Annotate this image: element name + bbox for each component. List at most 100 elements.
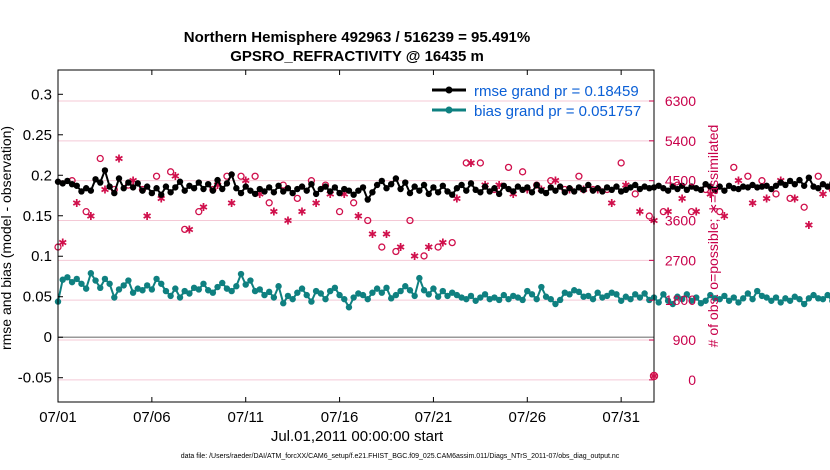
- rmse-point: [92, 176, 99, 183]
- bias-point: [627, 295, 634, 303]
- rmse-point: [312, 190, 320, 198]
- rmse-point: [392, 175, 400, 182]
- assimilated-obs-marker: ✱: [58, 237, 67, 250]
- bias-point: [78, 280, 85, 287]
- assimilated-obs-marker: ✱: [410, 250, 419, 263]
- rmse-point: [275, 182, 282, 189]
- rmse-point: [209, 187, 217, 194]
- bias-point: [786, 297, 794, 304]
- assimilated-obs-marker: ✱: [621, 179, 630, 192]
- rmse-point: [134, 180, 141, 187]
- rmse-point: [477, 189, 484, 196]
- bias-point: [383, 284, 390, 292]
- bias-point: [791, 293, 798, 300]
- rmse-point: [538, 187, 545, 194]
- assimilated-obs-marker: ✱: [86, 210, 95, 223]
- rmse-point: [125, 179, 132, 186]
- bias-point: [824, 291, 830, 299]
- left-y-axis-label: rmse and bias (model - observation): [0, 126, 14, 350]
- possible-obs-marker: [350, 199, 358, 207]
- bias-point: [359, 291, 367, 299]
- rmse-point: [153, 185, 160, 192]
- bias-point: [280, 300, 287, 307]
- zero-obs-assimilated-marker: ✱: [649, 370, 658, 383]
- rmse-point: [214, 176, 221, 184]
- rmse-point: [805, 174, 813, 181]
- right-tick-label: 1800: [665, 292, 696, 308]
- bias-point: [364, 295, 371, 303]
- left-tick-label: -0.05: [18, 370, 52, 387]
- rmse-point: [603, 184, 611, 191]
- possible-obs-marker: [814, 172, 822, 180]
- x-axis-label: Jul.01,2011 00:00:00 start: [271, 428, 444, 445]
- bias-point: [552, 300, 559, 308]
- possible-obs-marker: [518, 168, 527, 176]
- bias-point: [477, 294, 484, 301]
- bias-point: [566, 291, 573, 298]
- assimilated-obs-marker: ✱: [818, 188, 827, 201]
- assimilated-obs-marker: ✱: [199, 201, 208, 214]
- rmse-point: [608, 186, 615, 194]
- rmse-point: [284, 185, 292, 192]
- rmse-point: [294, 185, 301, 193]
- assimilated-obs-marker: ✱: [748, 197, 757, 210]
- bias-point: [716, 295, 723, 303]
- rmse-point: [120, 185, 127, 192]
- possible-obs-marker: [152, 172, 161, 180]
- bias-point: [223, 285, 231, 292]
- rmse-point: [172, 184, 179, 191]
- assimilated-obs-marker: ✱: [706, 188, 715, 201]
- bias-point: [547, 295, 554, 303]
- rmse-point: [594, 185, 601, 192]
- bias-point: [303, 291, 310, 299]
- rmse-point: [772, 182, 780, 189]
- rmse-point: [725, 182, 733, 189]
- bias-point: [289, 295, 296, 303]
- x-tick-label: 07/31: [602, 409, 640, 426]
- rmse-point: [59, 180, 66, 187]
- assimilated-obs-marker: ✱: [128, 175, 137, 188]
- bias-point: [819, 295, 827, 303]
- right-tick-label: 5400: [665, 133, 696, 149]
- bias-point: [247, 277, 254, 284]
- bias-point: [693, 294, 700, 301]
- bias-point: [82, 285, 90, 292]
- rmse-point: [190, 185, 198, 192]
- bias-point: [139, 287, 146, 294]
- rmse-point: [702, 180, 709, 188]
- rmse-point: [552, 187, 559, 194]
- rmse-point: [270, 189, 278, 196]
- x-axis-ticks: 07/01 07/06 07/11 07/16 07/21 07/26 07/31: [39, 70, 640, 426]
- rmse-point: [82, 185, 90, 192]
- rmse-point: [402, 179, 409, 186]
- possible-obs-marker: [420, 252, 428, 260]
- rmse-point: [533, 181, 540, 189]
- rmse-point: [265, 184, 273, 191]
- rmse-point: [280, 188, 287, 195]
- bias-point: [636, 294, 644, 301]
- bias-point: [467, 292, 475, 300]
- rmse-point: [345, 187, 353, 194]
- bias-point: [284, 292, 292, 300]
- possible-obs-marker: [772, 190, 780, 198]
- bias-point: [613, 291, 620, 298]
- rmse-series: [54, 167, 830, 203]
- bias-point: [312, 287, 320, 295]
- chart-title-line1: Northern Hemisphere 492963 / 516239 = 95…: [184, 29, 530, 46]
- rmse-point: [204, 180, 212, 188]
- rmse-point: [486, 188, 493, 195]
- assimilated-obs-marker: ✱: [354, 210, 363, 223]
- bias-point: [655, 299, 662, 306]
- rmse-point: [106, 183, 113, 190]
- assimilated-obs-marker: ✱: [72, 197, 81, 210]
- possible-obs-marker: [181, 225, 189, 234]
- bias-point: [125, 277, 132, 284]
- rmse-point: [256, 185, 263, 193]
- rmse-point: [383, 185, 390, 192]
- left-tick-label: 0.25: [23, 127, 52, 144]
- bias-point: [632, 291, 639, 298]
- possible-obs-marker: [265, 199, 273, 207]
- bias-point: [472, 297, 479, 304]
- rmse-point: [115, 175, 123, 182]
